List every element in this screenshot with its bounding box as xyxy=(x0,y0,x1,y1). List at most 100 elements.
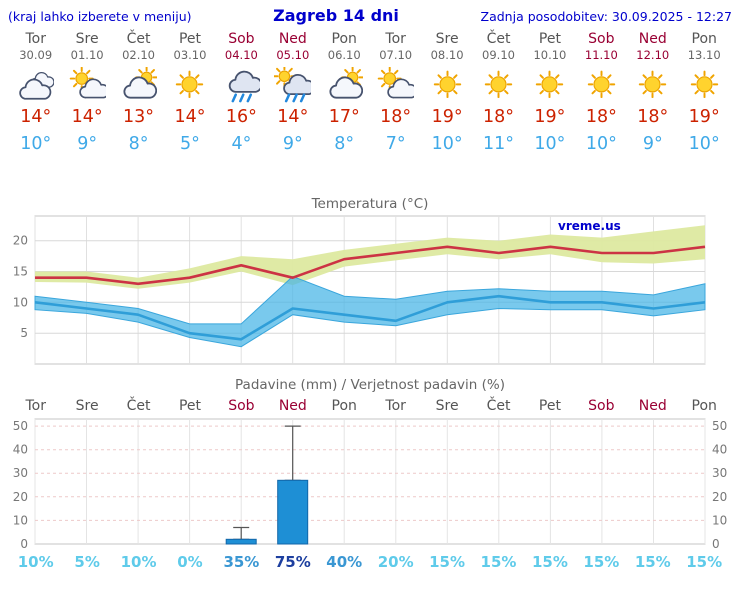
weather-mostly-cloudy-icon xyxy=(113,62,164,106)
precip-day-label: Sre xyxy=(435,398,459,414)
weather-partly-cloudy-icon xyxy=(370,62,421,106)
day-name: Tor xyxy=(385,31,406,47)
max-temperature: 17° xyxy=(328,107,360,127)
forecast-day-1[interactable]: Sre 01.10 14° 9° xyxy=(61,31,112,154)
max-temperature: 18° xyxy=(637,107,669,127)
forecast-day-0[interactable]: Tor 30.09 14° 10° xyxy=(10,31,61,154)
max-temperature: 16° xyxy=(225,107,257,127)
day-name: Sre xyxy=(75,31,99,47)
svg-text:40: 40 xyxy=(13,443,28,457)
forecast-day-8[interactable]: Sre 08.10 19° 10° xyxy=(421,31,472,154)
max-temperature: 14° xyxy=(71,107,103,127)
svg-text:vreme.us: vreme.us xyxy=(558,219,621,233)
weather-rain-icon xyxy=(216,62,267,106)
day-name: Pon xyxy=(331,31,357,47)
day-name: Pet xyxy=(178,31,201,47)
forecast-day-9[interactable]: Čet 09.10 18° 11° xyxy=(473,31,524,154)
forecast-day-6[interactable]: Pon 06.10 17° 8° xyxy=(319,31,370,154)
max-temperature: 14° xyxy=(20,107,52,127)
max-temperature: 18° xyxy=(585,107,617,127)
day-date: 08.10 xyxy=(430,48,464,62)
svg-text:10: 10 xyxy=(712,513,727,527)
min-temperature: 9° xyxy=(642,134,663,154)
min-temperature: 7° xyxy=(385,134,406,154)
precip-day-label: Sre xyxy=(75,398,99,414)
svg-text:5: 5 xyxy=(20,326,28,340)
weather-sunny-icon xyxy=(524,62,575,106)
max-temperature: 19° xyxy=(534,107,566,127)
day-name: Čet xyxy=(486,31,511,47)
day-name: Sob xyxy=(588,31,615,47)
day-date: 09.10 xyxy=(482,48,515,62)
precip-probability: 0% xyxy=(177,553,203,571)
precip-day-label: Tor xyxy=(385,398,406,414)
day-date: 01.10 xyxy=(70,48,104,62)
min-temperature: 9° xyxy=(77,134,98,154)
min-temperature: 8° xyxy=(128,134,149,154)
forecast-day-5[interactable]: Ned 05.10 14° 9° xyxy=(267,31,318,154)
precip-probability: 35% xyxy=(223,553,260,571)
precip-probability: 15% xyxy=(686,553,723,571)
weather-sunny-icon xyxy=(678,62,729,106)
min-temperature: 10° xyxy=(431,134,463,154)
day-name: Tor xyxy=(25,31,46,47)
svg-text:50: 50 xyxy=(13,419,28,433)
weather-mostly-cloudy-icon xyxy=(319,62,370,106)
forecast-day-10[interactable]: Pet 10.10 19° 10° xyxy=(524,31,575,154)
day-date: 12.10 xyxy=(636,48,670,62)
precip-probability: 10% xyxy=(120,553,157,571)
forecast-day-7[interactable]: Tor 07.10 18° 7° xyxy=(370,31,421,154)
min-temperature: 11° xyxy=(482,134,515,154)
precip-probability: 15% xyxy=(634,553,671,571)
precip-day-label: Ned xyxy=(638,398,667,414)
svg-text:30: 30 xyxy=(13,466,28,480)
precip-day-label: Ned xyxy=(278,398,307,414)
min-temperature: 4° xyxy=(231,134,252,154)
max-temperature: 18° xyxy=(380,107,412,127)
precip-day-label: Čet xyxy=(486,398,511,414)
weather-partly-cloudy-icon xyxy=(61,62,112,106)
weather-cloudy-icon xyxy=(10,62,61,106)
precip-day-label: Pon xyxy=(331,398,357,414)
precip-day-label: Sob xyxy=(228,398,255,414)
precip-probability: 40% xyxy=(326,553,363,571)
precip-probability: 75% xyxy=(274,553,311,571)
min-temperature: 9° xyxy=(282,134,303,154)
day-date: 10.10 xyxy=(533,48,567,62)
forecast-day-13[interactable]: Pon 13.10 19° 10° xyxy=(678,31,729,154)
precip-probability: 5% xyxy=(74,553,100,571)
forecast-day-11[interactable]: Sob 11.10 18° 10° xyxy=(576,31,627,154)
precip-probability: 15% xyxy=(429,553,466,571)
svg-text:10: 10 xyxy=(13,295,28,309)
day-date: 03.10 xyxy=(173,48,207,62)
precip-probability: 15% xyxy=(531,553,568,571)
precip-probability-row: 10% 5% 10% 0% 35% 75% 40% 20% 15% 15% 15% 15% 15% 15% xyxy=(0,553,740,571)
forecast-day-3[interactable]: Pet 03.10 14° 5° xyxy=(164,31,215,154)
max-temperature: 14° xyxy=(277,107,309,127)
precipitation-chart: 0 0 10 10 20 20 30 30 40 40 50 50 xyxy=(0,414,740,551)
day-name: Sre xyxy=(435,31,459,47)
day-name: Pet xyxy=(538,31,561,47)
weather-sunny-icon xyxy=(576,62,627,106)
max-temperature: 19° xyxy=(431,107,463,127)
svg-text:20: 20 xyxy=(712,490,727,504)
day-date: 13.10 xyxy=(687,48,721,62)
max-temperature: 13° xyxy=(123,107,155,127)
forecast-day-4[interactable]: Sob 04.10 16° 4° xyxy=(216,31,267,154)
precipitation-chart-svg: 0 0 10 10 20 20 30 30 40 40 50 50 xyxy=(13,418,727,551)
day-date: 05.10 xyxy=(276,48,310,62)
precip-day-label: Čet xyxy=(126,398,151,414)
precip-day-label: Pon xyxy=(691,398,717,414)
max-temperature: 19° xyxy=(688,107,720,127)
min-temperature: 10° xyxy=(688,134,720,154)
day-date: 07.10 xyxy=(379,48,413,62)
svg-text:20: 20 xyxy=(13,234,28,248)
precip-day-label: Pet xyxy=(538,398,561,414)
forecast-day-2[interactable]: Čet 02.10 13° 8° xyxy=(113,31,164,154)
temperature-chart-title: Temperatura (°C) xyxy=(311,196,429,212)
precip-probability: 20% xyxy=(377,553,414,571)
day-name: Ned xyxy=(638,31,667,47)
forecast-day-12[interactable]: Ned 12.10 18° 9° xyxy=(627,31,678,154)
weather-sunny-icon xyxy=(421,62,472,106)
weather-sunny-icon xyxy=(473,62,524,106)
